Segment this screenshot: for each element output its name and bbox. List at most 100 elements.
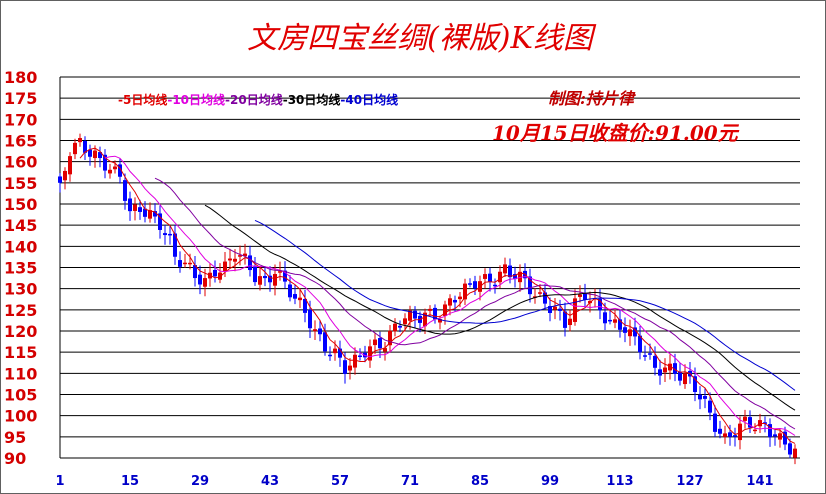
candle-body [553, 306, 557, 310]
candle-body [183, 262, 187, 265]
candlestick [548, 297, 552, 322]
candle-body [178, 260, 182, 267]
candlestick [268, 266, 272, 292]
candlestick [218, 263, 222, 284]
ma5-line [79, 147, 796, 444]
ma30-line [204, 204, 796, 411]
candlestick [293, 284, 297, 305]
candle-body [788, 443, 792, 455]
candle-body [308, 309, 312, 329]
y-tick-label: 115 [4, 343, 37, 362]
x-tick-label: 113 [606, 474, 633, 489]
y-axis-labels: 180 175 170 165 160 155 150 145 140 135 130 125 120 1… [4, 68, 37, 468]
candle-body [543, 292, 547, 304]
candle-body [753, 429, 757, 432]
candle-body [368, 346, 372, 361]
candle-body [538, 292, 542, 294]
candlestick [793, 444, 797, 465]
candle-body [568, 318, 572, 326]
candlestick [383, 342, 387, 361]
candlestick [103, 149, 107, 179]
candle-body [218, 272, 222, 280]
x-axis-labels: 1 15 29 43 57 71 85 99 113 127 141 [55, 474, 773, 489]
candle-body [503, 264, 507, 274]
x-tick-label: 15 [121, 474, 139, 489]
candlestick [173, 224, 177, 265]
candle-body [563, 311, 567, 328]
candlestick [148, 202, 152, 223]
ma20-line [154, 177, 796, 430]
candlestick [323, 323, 327, 356]
candle-body [488, 273, 492, 282]
candle-body [203, 278, 207, 287]
candle-body [663, 367, 667, 373]
candlestick [568, 309, 572, 332]
candle-body [318, 328, 322, 335]
candle-body [618, 319, 622, 330]
candle-body [583, 293, 587, 300]
candle-body [633, 327, 637, 337]
candle-body [693, 376, 697, 393]
candlestick [58, 173, 62, 193]
ma10-line [104, 155, 796, 436]
candle-body [578, 294, 582, 297]
candle-body [223, 261, 227, 271]
candlestick [718, 420, 722, 439]
x-tick-label: 141 [746, 474, 773, 489]
candle-body [608, 319, 612, 322]
x-tick-label: 71 [401, 474, 419, 489]
candle-body [248, 255, 252, 271]
candlestick [348, 358, 352, 380]
candle-body [263, 275, 267, 279]
candle-body [643, 355, 647, 357]
candle-body [433, 307, 437, 320]
y-tick-label: 90 [4, 449, 26, 468]
candle-body [173, 233, 177, 257]
y-tick-label: 170 [4, 110, 37, 129]
candlestick [603, 302, 607, 331]
legend-entry: -30日均线 [283, 92, 341, 107]
candle-body [198, 274, 202, 285]
candle-body [238, 255, 242, 257]
candle-body [188, 262, 192, 265]
candle-body [193, 265, 197, 279]
candlestick [703, 387, 707, 409]
candlestick [338, 340, 342, 367]
candlestick [228, 248, 232, 269]
candle-body [423, 312, 427, 327]
y-tick-label: 125 [4, 301, 37, 320]
y-tick-label: 140 [4, 237, 37, 256]
candlesticks [58, 133, 797, 465]
candlestick [408, 305, 412, 330]
legend: -5日均线-10日均线-20日均线-30日均线-40日均线 [118, 92, 398, 107]
candle-body [393, 323, 397, 332]
candle-body [468, 283, 472, 285]
candlestick [88, 144, 92, 166]
candlestick [743, 409, 747, 429]
candlestick [503, 257, 507, 277]
candle-body [748, 417, 752, 428]
candlestick [483, 268, 487, 289]
candlestick [283, 261, 287, 289]
candle-body [493, 284, 497, 287]
candle-body [723, 433, 727, 437]
candlestick [528, 268, 532, 303]
candle-body [353, 354, 357, 368]
candle-body [648, 353, 652, 355]
candlestick [783, 426, 787, 451]
legend-entry: -5日均线 [118, 92, 167, 107]
candlestick [788, 438, 792, 459]
candlestick [73, 138, 77, 160]
candle-body [413, 310, 417, 319]
candle-body [153, 211, 157, 217]
candlestick [163, 224, 167, 245]
candlestick [243, 243, 247, 265]
candlestick [643, 345, 647, 361]
close-price-note: 10月15日收盘价:91.00元 [492, 121, 740, 145]
candle-body [673, 363, 677, 374]
candlestick [493, 278, 497, 294]
candle-body [268, 275, 272, 283]
candlestick [68, 152, 72, 182]
candle-body [428, 308, 432, 311]
candlestick [318, 319, 322, 342]
